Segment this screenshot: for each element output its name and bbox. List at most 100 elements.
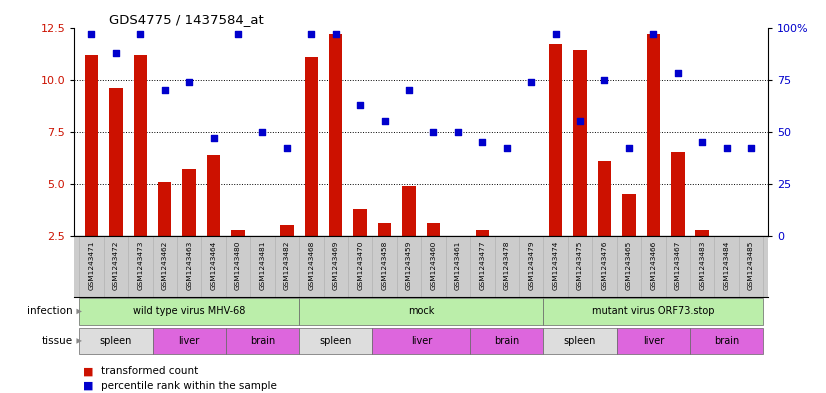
Text: GSM1243485: GSM1243485 <box>748 241 754 290</box>
Bar <box>671 152 685 236</box>
Text: transformed count: transformed count <box>101 366 198 376</box>
Bar <box>329 34 343 236</box>
Text: percentile rank within the sample: percentile rank within the sample <box>101 381 277 391</box>
Text: GSM1243476: GSM1243476 <box>601 241 607 290</box>
Bar <box>354 209 367 236</box>
Point <box>256 129 269 135</box>
Bar <box>109 88 122 236</box>
Point <box>501 145 514 151</box>
Point <box>598 76 611 83</box>
Point <box>402 87 415 93</box>
Point <box>720 145 733 151</box>
Text: GSM1243478: GSM1243478 <box>504 241 510 290</box>
Text: brain: brain <box>494 336 520 346</box>
Bar <box>544 298 763 325</box>
Bar <box>225 328 299 354</box>
Bar <box>79 328 153 354</box>
Bar <box>647 34 660 236</box>
Bar <box>305 57 318 236</box>
Text: GSM1243472: GSM1243472 <box>113 241 119 290</box>
Text: GSM1243458: GSM1243458 <box>382 241 387 290</box>
Text: GSM1243468: GSM1243468 <box>308 241 315 290</box>
Bar <box>85 55 98 236</box>
Bar <box>470 328 544 354</box>
Point <box>573 118 586 124</box>
Bar <box>622 194 636 236</box>
Text: wild type virus MHV-68: wild type virus MHV-68 <box>133 307 245 316</box>
Text: GSM1243470: GSM1243470 <box>357 241 363 290</box>
Bar <box>79 298 299 325</box>
Text: GSM1243477: GSM1243477 <box>479 241 486 290</box>
Text: infection: infection <box>27 307 73 316</box>
Point <box>427 129 440 135</box>
Text: GSM1243471: GSM1243471 <box>88 241 94 290</box>
Bar <box>427 223 440 236</box>
Point <box>549 31 563 37</box>
Text: GSM1243460: GSM1243460 <box>430 241 436 290</box>
Point <box>231 31 244 37</box>
Point <box>647 31 660 37</box>
Bar <box>153 328 225 354</box>
Text: GSM1243465: GSM1243465 <box>626 241 632 290</box>
Bar <box>402 186 415 236</box>
Text: GSM1243481: GSM1243481 <box>259 241 265 290</box>
Text: GSM1243459: GSM1243459 <box>406 241 412 290</box>
Text: mock: mock <box>408 307 434 316</box>
Point <box>109 50 122 56</box>
Point <box>525 79 538 85</box>
Bar <box>695 230 709 236</box>
Bar <box>476 230 489 236</box>
Bar <box>617 328 690 354</box>
Text: ■: ■ <box>83 366 93 376</box>
Bar <box>206 154 221 236</box>
Bar <box>231 230 244 236</box>
Text: ■: ■ <box>83 381 93 391</box>
Text: GSM1243483: GSM1243483 <box>700 241 705 290</box>
Text: GSM1243467: GSM1243467 <box>675 241 681 290</box>
Text: GSM1243482: GSM1243482 <box>284 241 290 290</box>
Bar <box>573 50 586 236</box>
Text: GSM1243461: GSM1243461 <box>455 241 461 290</box>
Text: liver: liver <box>411 336 432 346</box>
Bar <box>549 44 563 236</box>
Text: liver: liver <box>643 336 664 346</box>
Text: GDS4775 / 1437584_at: GDS4775 / 1437584_at <box>109 13 263 26</box>
Bar <box>598 161 611 236</box>
Text: GSM1243464: GSM1243464 <box>211 241 216 290</box>
Bar <box>690 328 763 354</box>
Text: GSM1243474: GSM1243474 <box>553 241 558 290</box>
Bar <box>183 169 196 236</box>
Text: tissue: tissue <box>41 336 73 346</box>
Text: brain: brain <box>714 336 739 346</box>
Text: spleen: spleen <box>100 336 132 346</box>
Text: spleen: spleen <box>320 336 352 346</box>
Point <box>158 87 171 93</box>
Text: GSM1243469: GSM1243469 <box>333 241 339 290</box>
Text: GSM1243462: GSM1243462 <box>162 241 168 290</box>
Point <box>305 31 318 37</box>
Text: GSM1243484: GSM1243484 <box>724 241 729 290</box>
Bar <box>280 225 293 236</box>
Point <box>280 145 293 151</box>
Bar <box>158 182 172 236</box>
Bar <box>544 328 617 354</box>
Point <box>378 118 392 124</box>
Point <box>134 31 147 37</box>
Text: brain: brain <box>249 336 275 346</box>
Point <box>183 79 196 85</box>
Point <box>672 70 685 77</box>
Bar <box>134 55 147 236</box>
Text: GSM1243480: GSM1243480 <box>235 241 241 290</box>
Point <box>85 31 98 37</box>
Bar <box>373 328 470 354</box>
Text: spleen: spleen <box>564 336 596 346</box>
Text: mutant virus ORF73.stop: mutant virus ORF73.stop <box>592 307 714 316</box>
Point <box>207 135 221 141</box>
Text: GSM1243479: GSM1243479 <box>528 241 534 290</box>
Bar <box>299 328 373 354</box>
Point <box>451 129 464 135</box>
Text: GSM1243463: GSM1243463 <box>186 241 192 290</box>
Text: GSM1243466: GSM1243466 <box>650 241 657 290</box>
Text: GSM1243473: GSM1243473 <box>137 241 143 290</box>
Bar <box>378 223 392 236</box>
